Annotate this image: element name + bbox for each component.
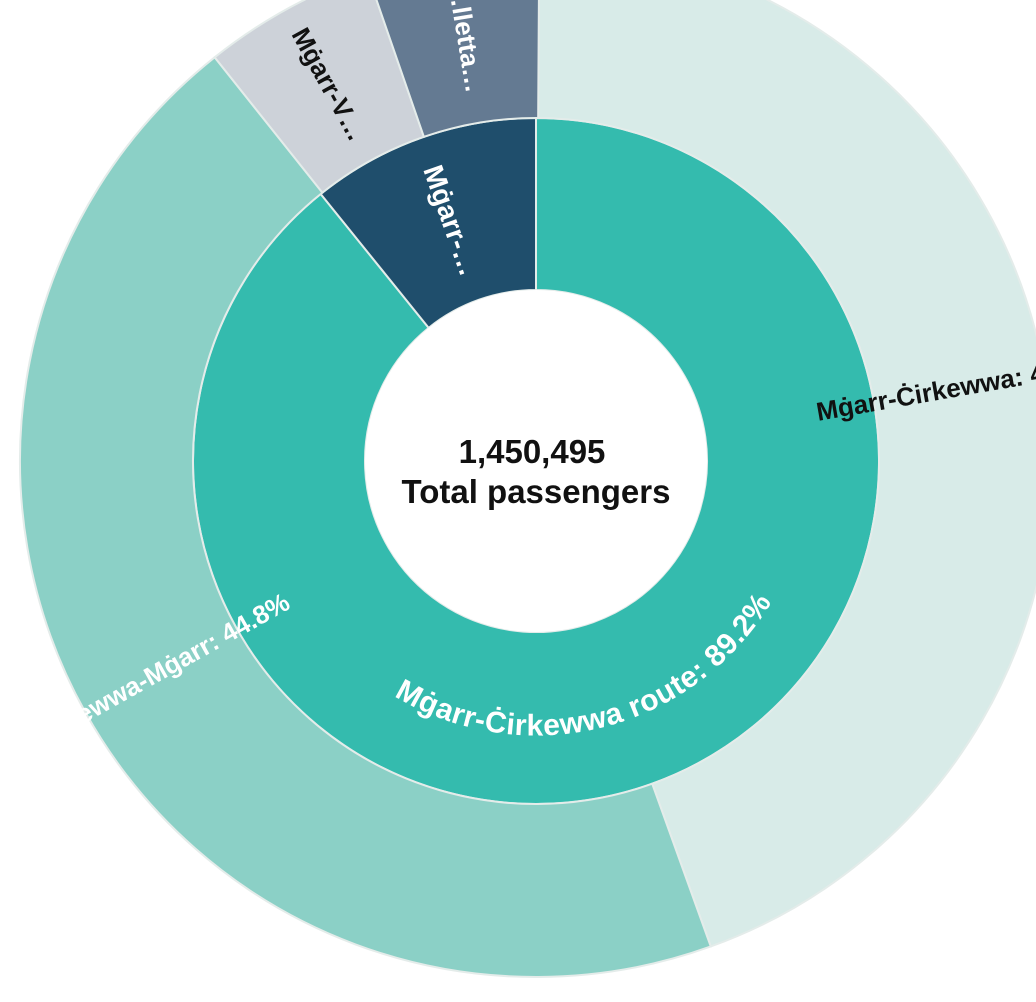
outer-segment-mgarr-valletta[interactable]	[213, 0, 426, 195]
outer-segment-mgarr-cirkewwa[interactable]	[535, 0, 1036, 948]
outer-segment-cirkewwa-mgarr[interactable]	[19, 55, 713, 978]
total-passengers-value: 1,450,495	[459, 433, 606, 470]
chart-segments	[19, 0, 1036, 978]
total-passengers-caption: Total passengers	[402, 473, 671, 510]
center-hole	[365, 290, 707, 632]
outer-segment-valletta-mgarr[interactable]	[367, 0, 540, 139]
